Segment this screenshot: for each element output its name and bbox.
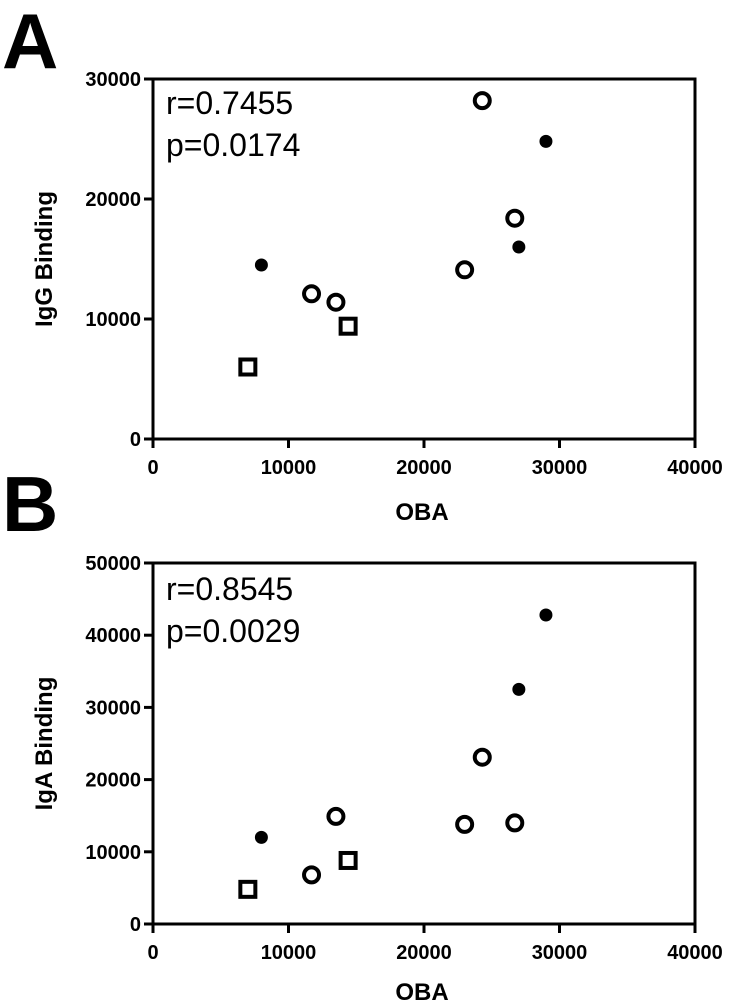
y-tick-label: 0: [130, 429, 141, 451]
x-tick-label: 30000: [532, 942, 588, 964]
data-point-open-square: [238, 357, 258, 377]
y-tick-label: 50000: [85, 553, 141, 575]
data-point-filled-circle: [512, 240, 526, 254]
panel-b: B 0 10000 20000 30000 40000 0 10000 20000 30000 40…: [2, 460, 723, 1004]
p-value-annotation: p=0.0174: [166, 127, 300, 163]
data-point-open-circle: [455, 260, 475, 280]
correlation-r-annotation: r=0.7455: [166, 85, 293, 121]
y-axis-title: IgG Binding: [31, 191, 58, 327]
data-point-open-circle: [505, 813, 525, 833]
x-tick-label: 10000: [261, 457, 317, 479]
data-point-open-circle: [302, 284, 322, 304]
x-axis-title: OBA: [395, 979, 448, 1004]
y-tick-label: 10000: [85, 309, 141, 331]
y-tick-label: 40000: [85, 625, 141, 647]
data-point-open-circle: [302, 865, 322, 885]
data-point-filled-circle: [254, 258, 268, 272]
data-point-open-circle: [455, 814, 475, 834]
correlation-r-annotation: r=0.8545: [166, 571, 293, 607]
panel-label: A: [2, 0, 58, 85]
x-tick-label: 20000: [396, 457, 452, 479]
y-tick-label: 30000: [85, 697, 141, 719]
y-tick-label: 20000: [85, 189, 141, 211]
data-point-open-circle: [326, 806, 346, 826]
data-point-open-circle: [505, 208, 525, 228]
data-point-filled-circle: [539, 134, 553, 148]
p-value-annotation: p=0.0029: [166, 613, 300, 649]
panel-label: B: [2, 460, 58, 548]
x-tick-label: 20000: [396, 942, 452, 964]
y-tick-label: 0: [130, 914, 141, 936]
data-point-filled-circle: [254, 830, 268, 844]
y-tick-label: 10000: [85, 842, 141, 864]
x-tick-label: 0: [147, 457, 158, 479]
x-tick-label: 10000: [261, 942, 317, 964]
panel-a: A 0 10000 20000 30000 40000 0 10000 20000 30000 OB…: [2, 0, 723, 526]
x-tick-label: 40000: [667, 457, 723, 479]
data-point-filled-circle: [512, 682, 526, 696]
x-axis-title: OBA: [395, 499, 448, 526]
data-point-open-square: [238, 879, 258, 899]
y-tick-label: 30000: [85, 69, 141, 91]
x-tick-label: 40000: [667, 942, 723, 964]
x-tick-label: 0: [147, 942, 158, 964]
data-point-filled-circle: [539, 608, 553, 622]
data-point-open-circle: [472, 747, 492, 767]
y-tick-label: 20000: [85, 770, 141, 792]
data-point-open-square: [338, 316, 358, 336]
y-axis-title: IgA Binding: [31, 677, 58, 811]
data-point-open-circle: [326, 292, 346, 312]
x-tick-label: 30000: [532, 457, 588, 479]
data-point-open-square: [338, 850, 358, 870]
data-point-open-circle: [472, 91, 492, 111]
